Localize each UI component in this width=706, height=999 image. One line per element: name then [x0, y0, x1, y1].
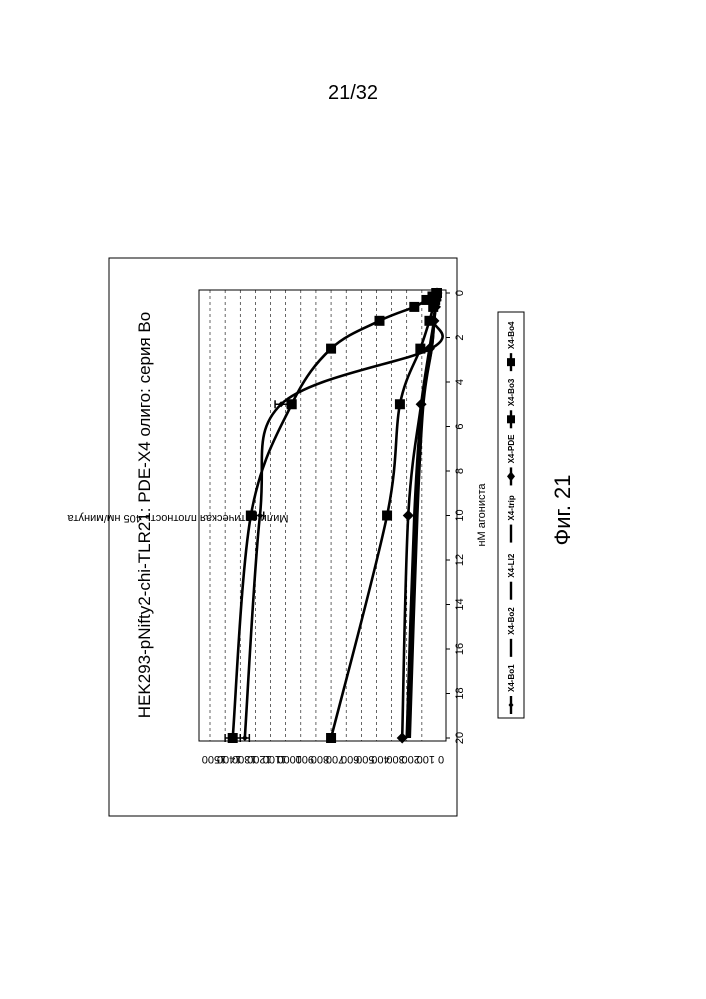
legend-square-marker: [507, 358, 515, 366]
x-tick-label: 18: [454, 687, 466, 699]
legend-label: X4-trip: [507, 495, 516, 520]
x-tick-label: 8: [454, 468, 466, 474]
legend-label: X4-PDE: [507, 434, 516, 464]
legend-label: X4-Bo4: [507, 321, 516, 349]
figure-caption: Фиг. 21: [550, 474, 576, 545]
x-axis-label: нМ агониста: [476, 483, 488, 547]
x-tick-label: 14: [454, 598, 466, 610]
y-ticks: 0100200300400500600700800900100011001200…: [202, 753, 444, 765]
x-tick-label: 2: [454, 334, 466, 340]
legend-label: X4-LI2: [507, 553, 516, 578]
x-ticks: 0 2 4 6 8 10 12 14 16 18 20: [446, 290, 466, 744]
legend-label: X4-Bo2: [507, 607, 516, 635]
x-tick-label: 6: [454, 423, 466, 429]
x-tick-label: 10: [454, 509, 466, 521]
square-marker: [424, 316, 434, 326]
square-marker: [415, 344, 425, 354]
x-tick-label: 16: [454, 643, 466, 655]
legend-label: X4-Bo3: [507, 378, 516, 406]
square-marker: [382, 511, 392, 521]
square-marker: [287, 399, 297, 409]
x-tick-label: 0: [454, 290, 466, 296]
square-marker: [326, 344, 336, 354]
legend-square-marker: [507, 415, 515, 423]
square-marker: [421, 295, 431, 305]
square-marker: [374, 316, 384, 326]
y-tick-label: 0: [438, 753, 444, 765]
x-tick-label: 4: [454, 379, 466, 385]
y-tick-label: 1500: [202, 753, 226, 765]
square-marker: [395, 399, 405, 409]
legend-label: X4-Bo1: [507, 664, 516, 692]
y-axis-label: Мили оптическая плотность 405 нм/минута: [67, 512, 289, 524]
x-tick-label: 12: [454, 554, 466, 566]
x-tick-label: 20: [454, 732, 466, 744]
square-marker: [409, 302, 419, 312]
square-marker: [228, 733, 238, 743]
square-marker: [326, 733, 336, 743]
